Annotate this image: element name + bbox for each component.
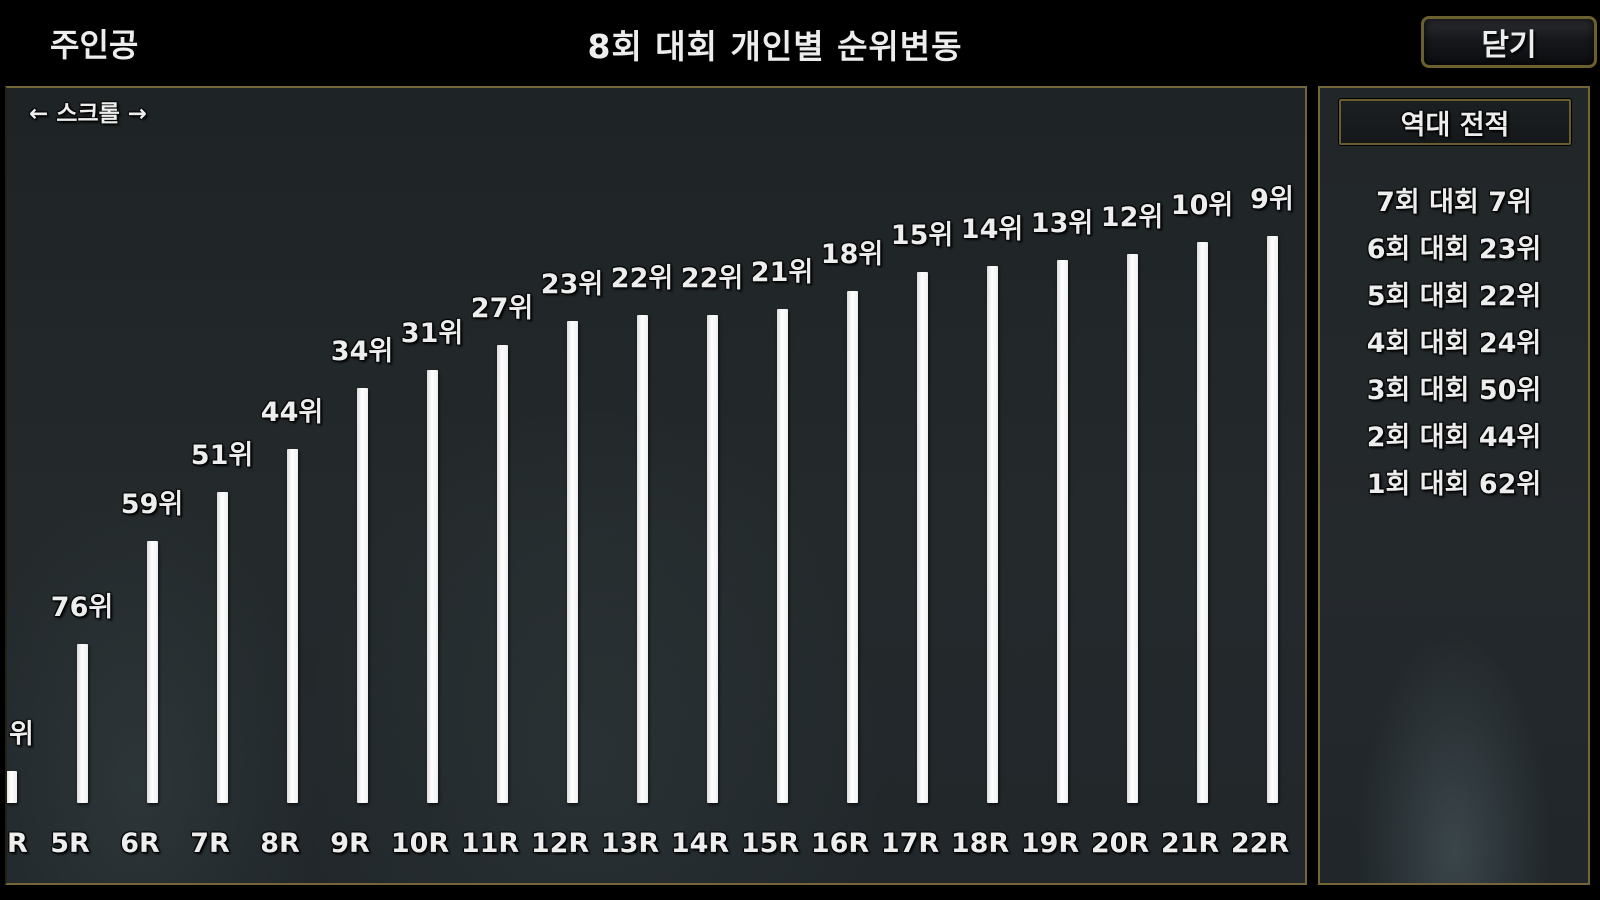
close-button[interactable]: 닫기: [1421, 16, 1597, 68]
bar-value-label: 10위: [1170, 190, 1234, 221]
chart-bar: [1126, 254, 1138, 803]
chart-bar: [986, 266, 998, 803]
chart-bar: [216, 492, 228, 803]
chart-bar: [636, 315, 648, 803]
axis-label: 20R: [1090, 828, 1150, 859]
record-row: 1회 대회 62위: [1366, 469, 1542, 500]
axis-label: 19R: [1020, 828, 1080, 859]
chart-bar: [1196, 242, 1208, 803]
records-header: 역대 전적: [1339, 99, 1571, 145]
record-row: 4회 대회 24위: [1366, 328, 1542, 359]
chart-bar: [426, 370, 438, 803]
chart-bar: [1056, 260, 1068, 803]
axis-label: 9R: [330, 828, 370, 859]
chart-bar: [776, 309, 788, 803]
scroll-hint[interactable]: ← 스크롤 →: [29, 101, 148, 127]
bar-clipped-left: [7, 771, 17, 803]
bar-value-label: 12위: [1100, 202, 1164, 233]
axis-label: 22R: [1230, 828, 1290, 859]
bar-value-label: 44위: [260, 397, 324, 428]
axis-label: 14R: [670, 828, 730, 859]
bar-value-label: 76위: [50, 592, 114, 623]
page-title: 8회 대회 개인별 순위변동: [587, 27, 963, 66]
axis-label: 11R: [460, 828, 520, 859]
axis-label: 5R: [50, 828, 90, 859]
chart-bar: [846, 291, 858, 803]
axis-label: 21R: [1160, 828, 1220, 859]
records-panel: 역대 전적 7회 대회 7위 6회 대회 23위 5회 대회 22위 4회 대회 24…: [1318, 86, 1590, 885]
axis-label-clipped: R: [7, 828, 28, 859]
player-name: 주인공: [50, 26, 139, 64]
bar-value-label: 15위: [890, 220, 954, 251]
axis-label: 7R: [190, 828, 230, 859]
records-list: 7회 대회 7위 6회 대회 23위 5회 대회 22위 4회 대회 24위 3회 대회…: [1320, 176, 1588, 505]
chart-bar: [356, 388, 368, 803]
record-row: 7회 대회 7위: [1376, 187, 1532, 218]
axis-label: 16R: [810, 828, 870, 859]
axis-label: 10R: [390, 828, 450, 859]
chart-bar: [286, 449, 298, 803]
axis-label: 12R: [530, 828, 590, 859]
plot-area[interactable]: 위 R 76위 5R 59위 6R 51위 7R 44위 8R 34위 9R 31위 10R 27위 11R 2…: [7, 88, 1305, 883]
bar-value-label-clipped: 위: [9, 719, 34, 750]
bar-value-label: 51위: [190, 440, 254, 471]
bar-value-label: 22위: [680, 263, 744, 294]
axis-label: 13R: [600, 828, 660, 859]
record-row: 6회 대회 23위: [1366, 234, 1542, 265]
chart-bar: [566, 321, 578, 803]
chart-bar: [1266, 236, 1278, 803]
bar-value-label: 22위: [610, 263, 674, 294]
axis-label: 17R: [880, 828, 940, 859]
bar-value-label: 31위: [400, 318, 464, 349]
axis-label: 15R: [740, 828, 800, 859]
record-row: 3회 대회 50위: [1366, 375, 1542, 406]
chart-bar: [496, 345, 508, 803]
record-row: 5회 대회 22위: [1366, 281, 1542, 312]
bar-value-label: 27위: [470, 293, 534, 324]
bar-value-label: 9위: [1250, 184, 1294, 215]
chart-bar: [76, 644, 88, 803]
axis-label: 18R: [950, 828, 1010, 859]
bar-value-label: 23위: [540, 269, 604, 300]
chart-bar: [916, 272, 928, 803]
bar-value-label: 59위: [120, 489, 184, 520]
bar-value-label: 13위: [1030, 208, 1094, 239]
bar-value-label: 21위: [750, 257, 814, 288]
bar-value-label: 14위: [960, 214, 1024, 245]
bar-value-label: 34위: [330, 336, 394, 367]
chart-panel: ← 스크롤 → 위 R 76위 5R 59위 6R 51위 7R 44위 8R 34위 9R 31위 10…: [5, 86, 1307, 885]
chart-bar: [706, 315, 718, 803]
bar-value-label: 18위: [820, 239, 884, 270]
chart-bar: [146, 541, 158, 803]
axis-label: 6R: [120, 828, 160, 859]
axis-label: 8R: [260, 828, 300, 859]
record-row: 2회 대회 44위: [1366, 422, 1542, 453]
